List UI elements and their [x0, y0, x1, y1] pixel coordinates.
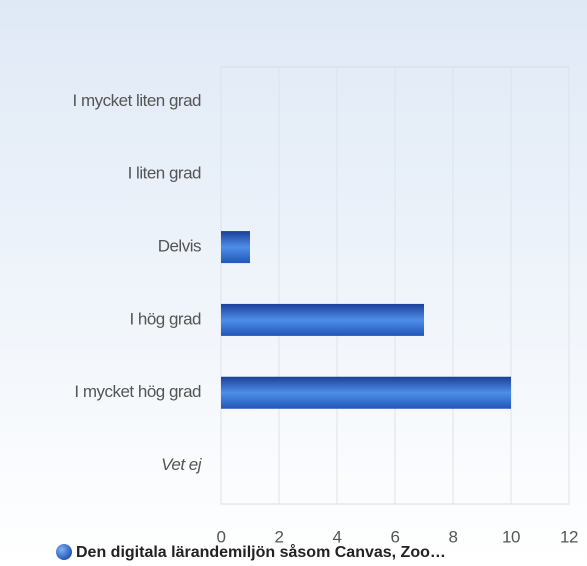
x-tick-label: 2: [275, 527, 284, 546]
bar: [221, 376, 511, 409]
y-tick-label: Delvis: [158, 237, 201, 256]
x-tick-label: 12: [560, 527, 578, 546]
legend-label: Den digitala lärandemiljön såsom Canvas,…: [76, 543, 446, 561]
y-tick-label: I mycket liten grad: [73, 91, 201, 110]
legend-marker: [56, 544, 72, 560]
x-tick-label: 4: [333, 527, 342, 546]
x-tick-label: 8: [449, 527, 458, 546]
y-tick-label: I liten grad: [128, 164, 201, 183]
x-tick-label: 0: [217, 527, 226, 546]
y-tick-label: I mycket hög grad: [74, 382, 201, 401]
y-tick-label: I hög grad: [129, 309, 201, 328]
y-tick-label: Vet ej: [161, 455, 203, 474]
x-tick-label: 6: [391, 527, 400, 546]
bar: [221, 303, 424, 336]
x-tick-label: 10: [502, 527, 520, 546]
bar: [221, 231, 250, 264]
